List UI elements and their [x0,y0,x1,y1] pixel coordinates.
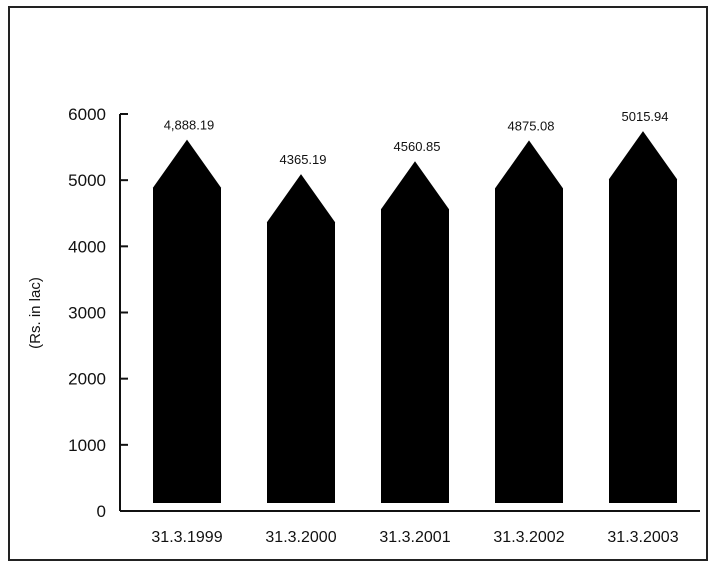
data-label: 4560.85 [394,139,441,154]
x-tick-label: 31.3.2001 [379,529,450,546]
bar [609,131,677,503]
bar [381,161,449,503]
y-tick-label: 1000 [68,436,106,455]
y-tick-label: 5000 [68,171,106,190]
chart-frame [8,6,708,561]
y-tick-label: 4000 [68,237,106,256]
bar [267,174,335,503]
y-tick-label: 2000 [68,370,106,389]
x-tick-label: 31.3.2000 [265,529,336,546]
y-tick-label: 6000 [68,105,106,124]
data-label: 5015.94 [622,109,669,124]
bar [153,139,221,503]
data-label: 4365.19 [280,152,327,167]
y-tick-label: 0 [97,502,106,521]
x-tick-label: 31.3.1999 [151,529,222,546]
x-tick-label: 31.3.2003 [607,529,678,546]
x-tick-label: 31.3.2002 [493,529,564,546]
y-axis-title: (Rs. in lac) [27,277,44,349]
data-label: 4875.08 [508,118,555,133]
data-label: 4,888.19 [164,118,215,133]
y-tick-label: 3000 [68,304,106,323]
bar [495,140,563,504]
